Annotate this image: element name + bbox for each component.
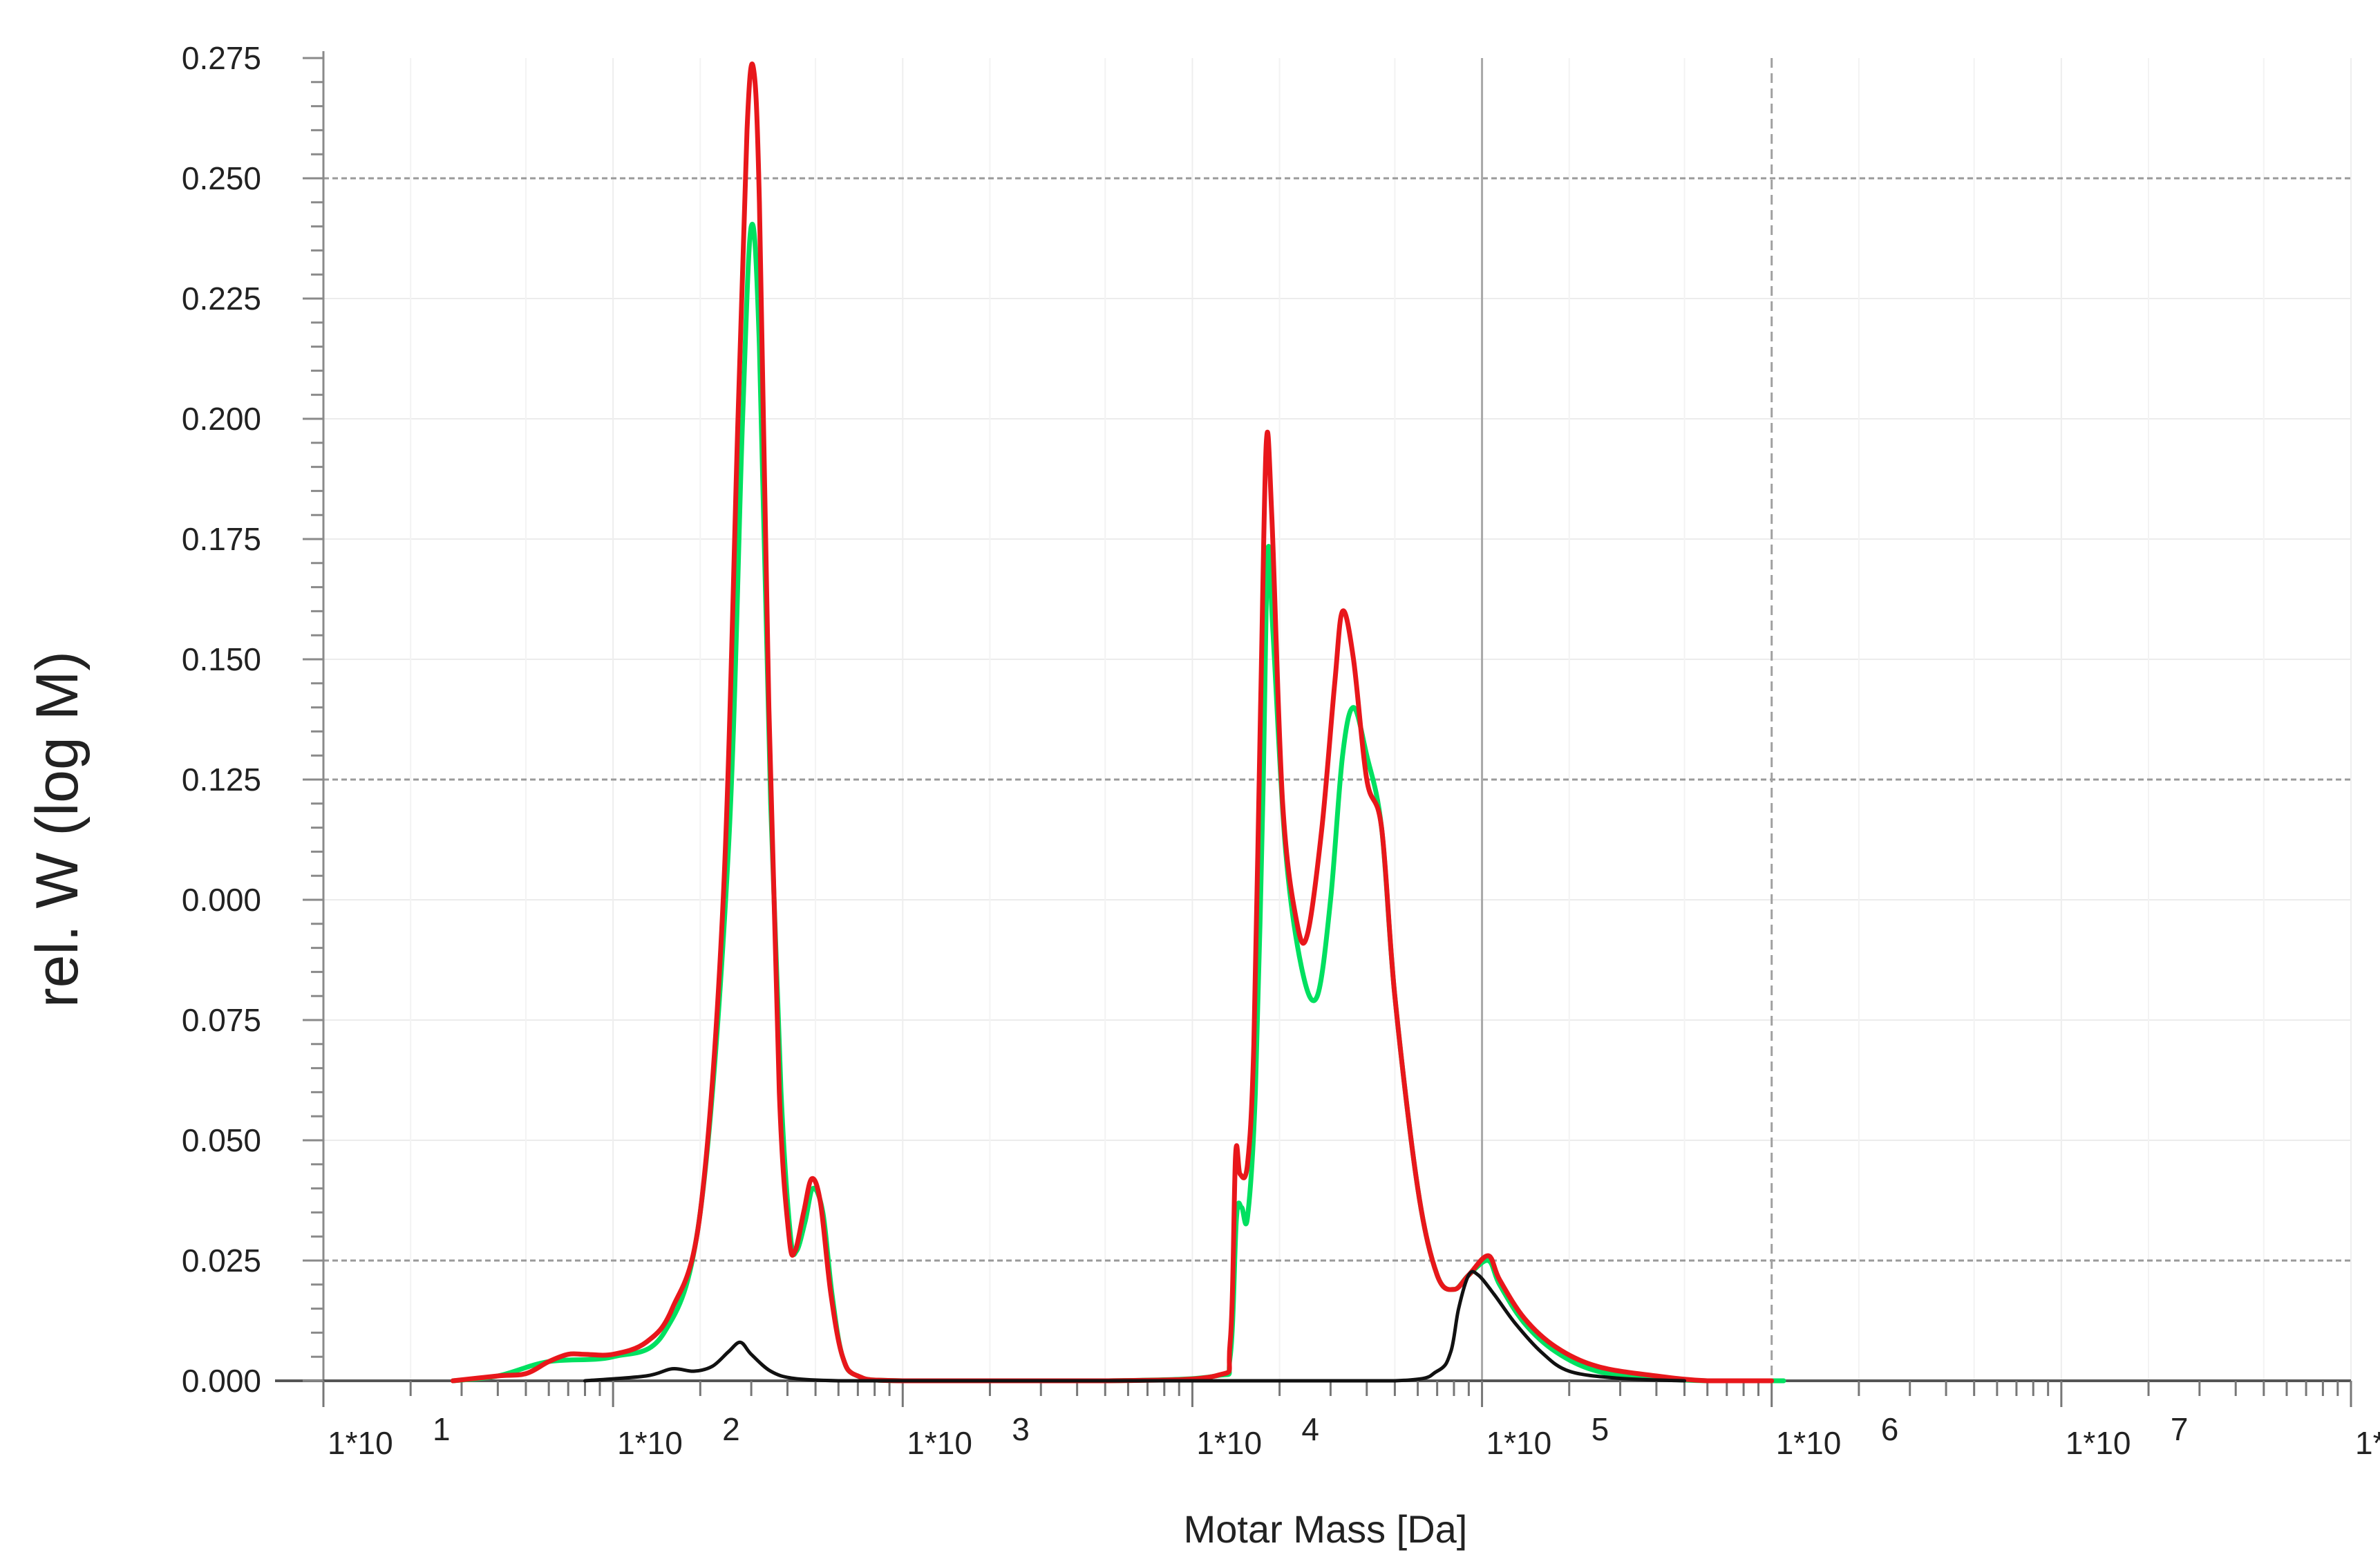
x-tick-label-base: 1*10: [2355, 1425, 2380, 1461]
y-tick-label: 0.025: [182, 1243, 261, 1279]
x-tick-label-base: 1*10: [617, 1425, 683, 1461]
y-tick-label: 0.075: [182, 1002, 261, 1038]
series-line-red: [450, 62, 1775, 1384]
x-tick-label-base: 1*10: [1776, 1425, 1842, 1461]
series: [450, 62, 1786, 1384]
y-tick-label: 0.125: [182, 762, 261, 798]
grid: [323, 58, 2352, 1381]
y-tick-label: 0.000: [182, 882, 261, 918]
y-axis-ticks: 0.000 0.025 0.050 0.075 0.000 0.125 0.150 0.175…: [182, 40, 323, 1399]
series-line-black: [583, 1270, 1686, 1383]
x-axis-label: Motar Mass [Da]: [1184, 1507, 1468, 1551]
x-tick-label-exponent: 5: [1592, 1411, 1609, 1447]
y-tick-label: 0.150: [182, 641, 261, 677]
x-tick-label-exponent: 3: [1012, 1411, 1030, 1447]
y-axis-label: rel. W (log M): [24, 651, 91, 1008]
x-tick-label-base: 1*10: [2066, 1425, 2131, 1461]
x-tick-label-exponent: 6: [1881, 1411, 1899, 1447]
y-tick-label: 0.275: [182, 40, 261, 76]
x-tick-label-exponent: 2: [722, 1411, 740, 1447]
x-tick-label-base: 1*10: [328, 1425, 393, 1461]
y-tick-label: 0.000: [182, 1363, 261, 1399]
x-tick-label-exponent: 1: [433, 1411, 451, 1447]
y-tick-label: 0.250: [182, 160, 261, 196]
x-tick-label-exponent: 7: [2171, 1411, 2189, 1447]
x-tick-label-base: 1*10: [1486, 1425, 1552, 1461]
y-tick-label: 0.225: [182, 281, 261, 317]
x-tick-label-exponent: 4: [1301, 1411, 1319, 1447]
y-tick-label: 0.200: [182, 401, 261, 437]
y-tick-label: 0.050: [182, 1122, 261, 1158]
x-tick-label-base: 1*10: [907, 1425, 972, 1461]
y-tick-label: 0.175: [182, 521, 261, 557]
x-tick-label-base: 1*10: [1196, 1425, 1262, 1461]
